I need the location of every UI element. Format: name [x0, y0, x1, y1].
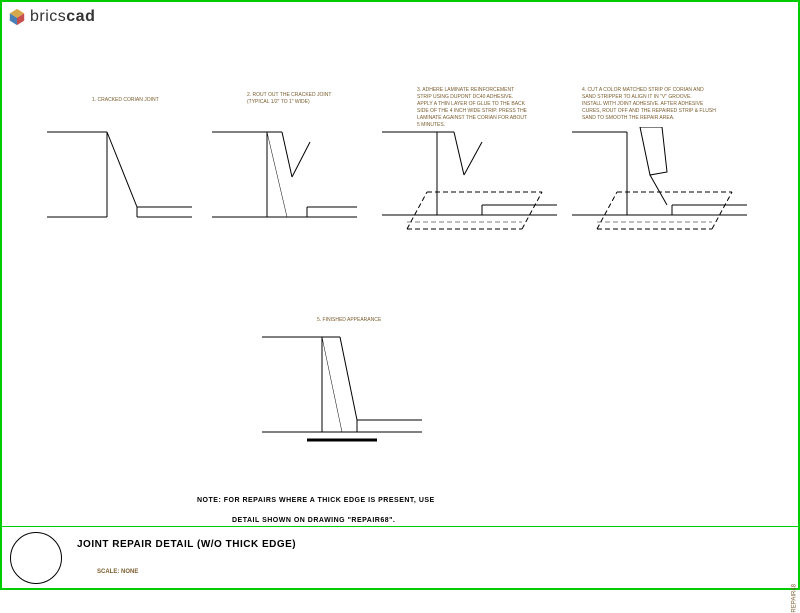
step-1-label: 1. CRACKED CORIAN JOINT	[92, 97, 159, 104]
step-4-label: 4. CUT A COLOR MATCHED STRIP OF CORIAN A…	[582, 87, 752, 122]
diagram-step-4	[572, 127, 747, 242]
diagram-step-1	[47, 127, 192, 232]
note-line-1: NOTE: FOR REPAIRS WHERE A THICK EDGE IS …	[197, 497, 435, 504]
page: bricscad	[0, 0, 800, 590]
drawing-area: 1. CRACKED CORIAN JOINT 2. ROUT OUT THE …	[2, 32, 800, 492]
step-5-label: 5. FINISHED APPEARANCE	[317, 317, 381, 324]
note-line-2: DETAIL SHOWN ON DRAWING "REPAIR68".	[232, 517, 395, 524]
logo-icon	[8, 8, 26, 26]
title-circle	[10, 532, 62, 584]
scale-text: SCALE: NONE	[97, 569, 138, 575]
logo-text: bricscad	[30, 8, 95, 26]
step-2-label: 2. ROUT OUT THE CRACKED JOINT (TYPICAL 1…	[247, 92, 331, 106]
diagram-step-3	[382, 127, 557, 242]
drawing-title: JOINT REPAIR DETAIL (W/O THICK EDGE)	[77, 539, 296, 550]
logo: bricscad	[8, 8, 95, 26]
diagram-step-2	[212, 127, 357, 232]
drawing-number: REPAIR48	[792, 584, 798, 613]
step-3-label: 3. ADHERE LAMINATE REINFORCEMENT STRIP U…	[417, 87, 567, 129]
diagram-step-5	[262, 332, 422, 452]
title-block: JOINT REPAIR DETAIL (W/O THICK EDGE) SCA…	[2, 526, 800, 588]
